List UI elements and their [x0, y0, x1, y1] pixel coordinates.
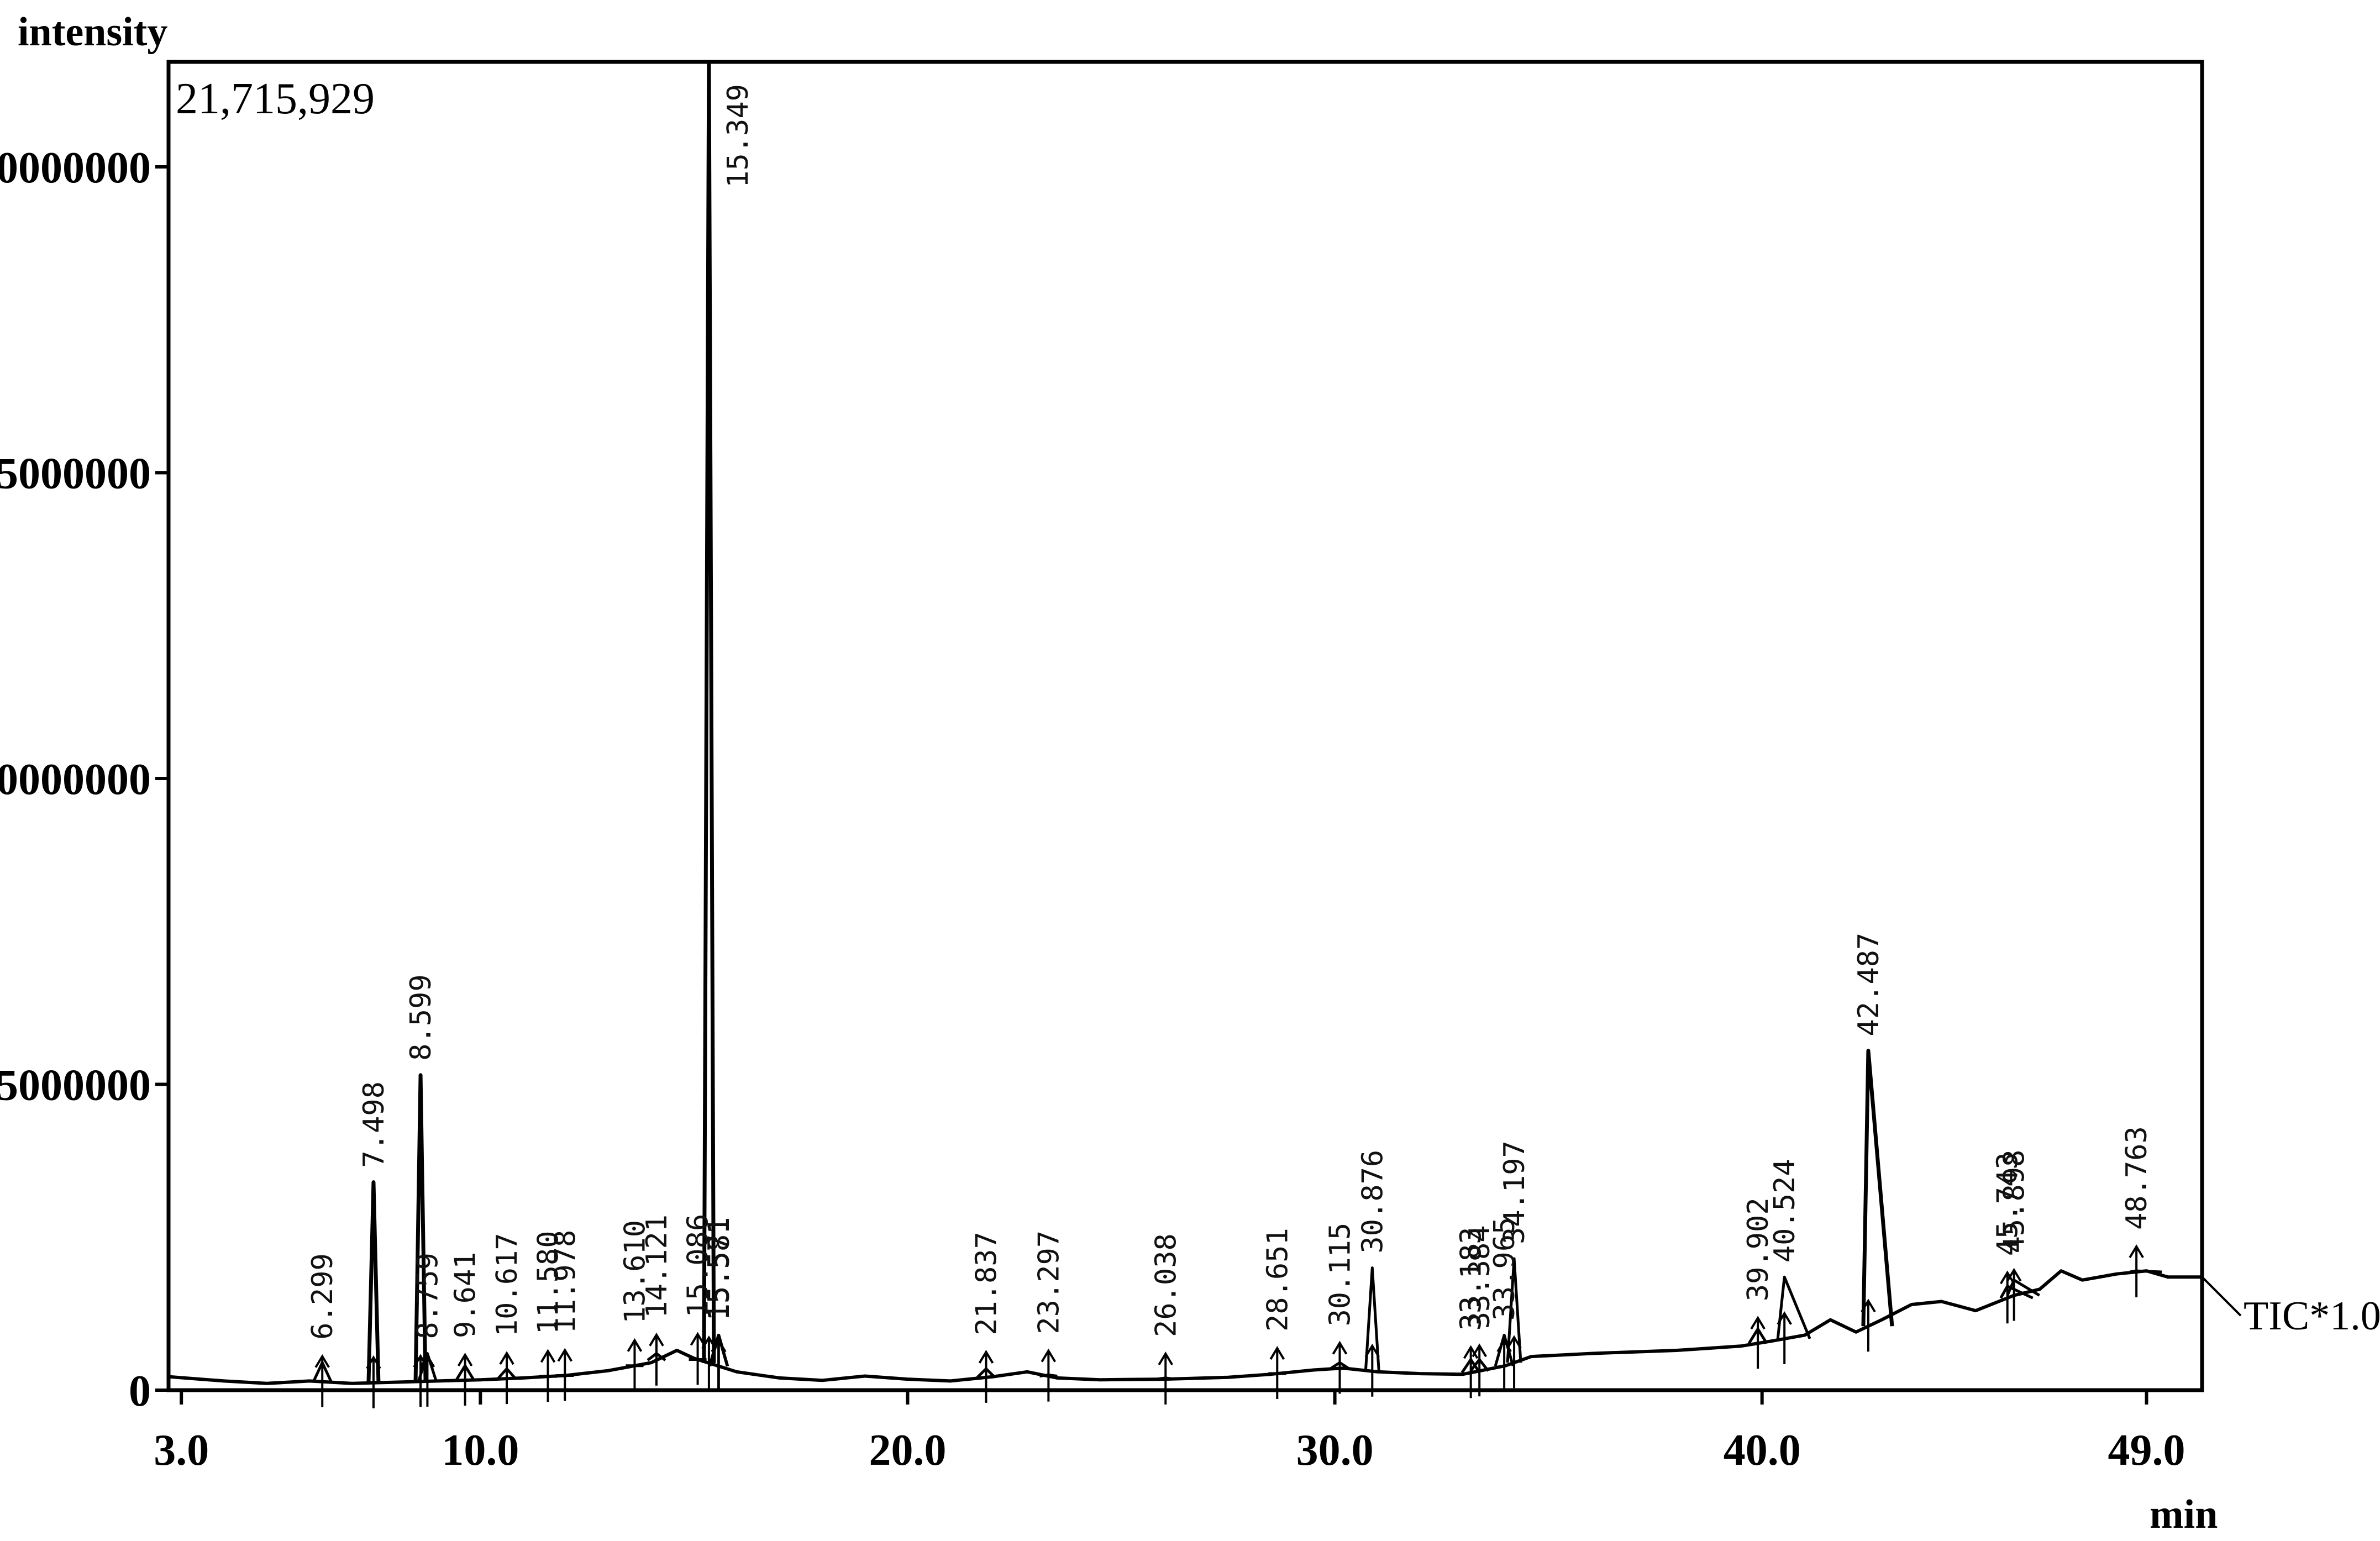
peak-label-8: 13.610 — [618, 1220, 652, 1324]
peak-1 — [366, 1180, 381, 1383]
peak-label-29: 48.763 — [2120, 1126, 2153, 1230]
peak-label-26: 42.487 — [1852, 933, 1885, 1037]
peak-marker-17 — [1269, 1346, 1285, 1400]
peak-label-7: 11.978 — [549, 1230, 582, 1334]
y-tick-label-3: 15000000 — [0, 449, 151, 498]
x-tick-label-1: 10.0 — [442, 1426, 519, 1475]
peaks — [312, 60, 2162, 1408]
x-tick-label-4: 40.0 — [1724, 1426, 1801, 1475]
peak-label-21: 33.384 — [1463, 1225, 1496, 1329]
peak-label-6: 11.580 — [532, 1230, 565, 1334]
x-tick-label-5: 49.0 — [2108, 1426, 2185, 1475]
peak-marker-5 — [499, 1351, 514, 1405]
y-axis-title: intensity — [18, 9, 167, 55]
peak-19 — [1364, 1266, 1380, 1371]
peak-marker-3 — [419, 1354, 435, 1407]
peak-label-5: 10.617 — [491, 1233, 524, 1337]
peak-marker-24 — [1750, 1316, 1766, 1369]
x-axis-title: min — [2150, 1492, 2218, 1537]
peak-label-20: 33.183 — [1455, 1227, 1488, 1331]
peak-label-17: 28.651 — [1261, 1228, 1294, 1332]
peak-label-0: 6.299 — [306, 1253, 339, 1340]
peak-marker-26 — [1861, 1298, 1876, 1352]
peak-marker-8 — [627, 1338, 643, 1391]
peak-marker-27 — [1999, 1270, 2015, 1324]
peak-marker-0 — [314, 1354, 330, 1407]
y-axis-ticks: 0 5000000 10000000 15000000 20000000 — [0, 144, 169, 1416]
x-tick-label-3: 30.0 — [1296, 1426, 1374, 1475]
peak-label-24: 39.902 — [1742, 1197, 1775, 1301]
peak-marker-4 — [457, 1353, 473, 1406]
peak-label-27: 45.743 — [1992, 1152, 2025, 1256]
peak-3 — [417, 1352, 438, 1382]
y-tick-label-2: 10000000 — [0, 755, 151, 804]
peak-marker-23 — [1506, 1335, 1522, 1389]
peak-label-16: 26.038 — [1149, 1233, 1183, 1337]
peak-label-2: 8.599 — [404, 974, 438, 1061]
peak-marker-11 — [701, 1335, 717, 1389]
peak-label-23: 34.197 — [1498, 1140, 1531, 1244]
y-tick-label-1: 5000000 — [0, 1061, 151, 1109]
peak-13 — [708, 1333, 729, 1367]
peak-label-4: 9.641 — [449, 1251, 482, 1338]
peak-label-12: 15.571 — [702, 1217, 735, 1321]
peak-label-1: 7.498 — [358, 1081, 391, 1168]
peak-label-19: 30.876 — [1356, 1150, 1389, 1254]
peak-29 — [2129, 1269, 2162, 1274]
peak-label-15: 23.297 — [1032, 1230, 1065, 1334]
peak-marker-7 — [557, 1348, 573, 1401]
peak-label-9: 14.121 — [640, 1214, 674, 1318]
peak-label-28: 45.898 — [1998, 1150, 2031, 1254]
x-tick-label-2: 20.0 — [869, 1426, 946, 1475]
y-tick-label-0: 0 — [129, 1367, 151, 1416]
trace-label: TIC*1.00 — [2244, 1293, 2380, 1339]
peak-marker-13 — [711, 1338, 727, 1392]
peak-marker-25 — [1777, 1311, 1792, 1364]
peak-marker-28 — [2006, 1267, 2022, 1321]
peak-2 — [413, 1073, 428, 1382]
peak-label-3: 8.759 — [411, 1253, 444, 1339]
peak-label-25: 40.524 — [1768, 1159, 1801, 1263]
peak-26 — [1861, 1049, 1894, 1327]
x-tick-label-0: 3.0 — [154, 1426, 209, 1475]
x-axis-ticks: 3.0 10.0 20.0 30.0 40.0 49.0 — [154, 1390, 2185, 1475]
peak-25 — [1776, 1275, 1811, 1339]
peak-marker-21 — [1472, 1343, 1487, 1397]
peak-11 — [702, 60, 716, 1363]
peak-label-13: 15.581 — [703, 1217, 736, 1321]
peak-label-10: 15.086 — [682, 1214, 715, 1318]
peak-label-11: 15.349 — [722, 84, 755, 188]
trace-label-leader — [2201, 1276, 2242, 1317]
peak-23 — [1506, 1257, 1522, 1363]
max-intensity-label: 21,715,929 — [176, 75, 375, 123]
peak-labels: 6.299 7.498 8.599 8.759 9.641 10.617 11.58011.… — [306, 84, 2153, 1340]
peak-label-18: 30.115 — [1323, 1223, 1357, 1327]
plot-frame — [166, 60, 2204, 1392]
peak-marker-16 — [1158, 1351, 1173, 1405]
peak-marker-15 — [1041, 1348, 1057, 1402]
peak-label-14: 21.837 — [970, 1232, 1003, 1335]
peak-marker-29 — [2129, 1244, 2144, 1297]
peak-22 — [1494, 1333, 1515, 1366]
peak-marker-19 — [1364, 1343, 1380, 1397]
peak-marker-14 — [978, 1350, 994, 1403]
peak-marker-18 — [1332, 1340, 1348, 1394]
peak-marker-6 — [540, 1349, 556, 1402]
y-tick-label-4: 20000000 — [0, 144, 151, 192]
peak-marker-1 — [366, 1355, 381, 1408]
peak-marker-9 — [649, 1332, 664, 1386]
peak-label-22: 33.965 — [1488, 1217, 1521, 1321]
